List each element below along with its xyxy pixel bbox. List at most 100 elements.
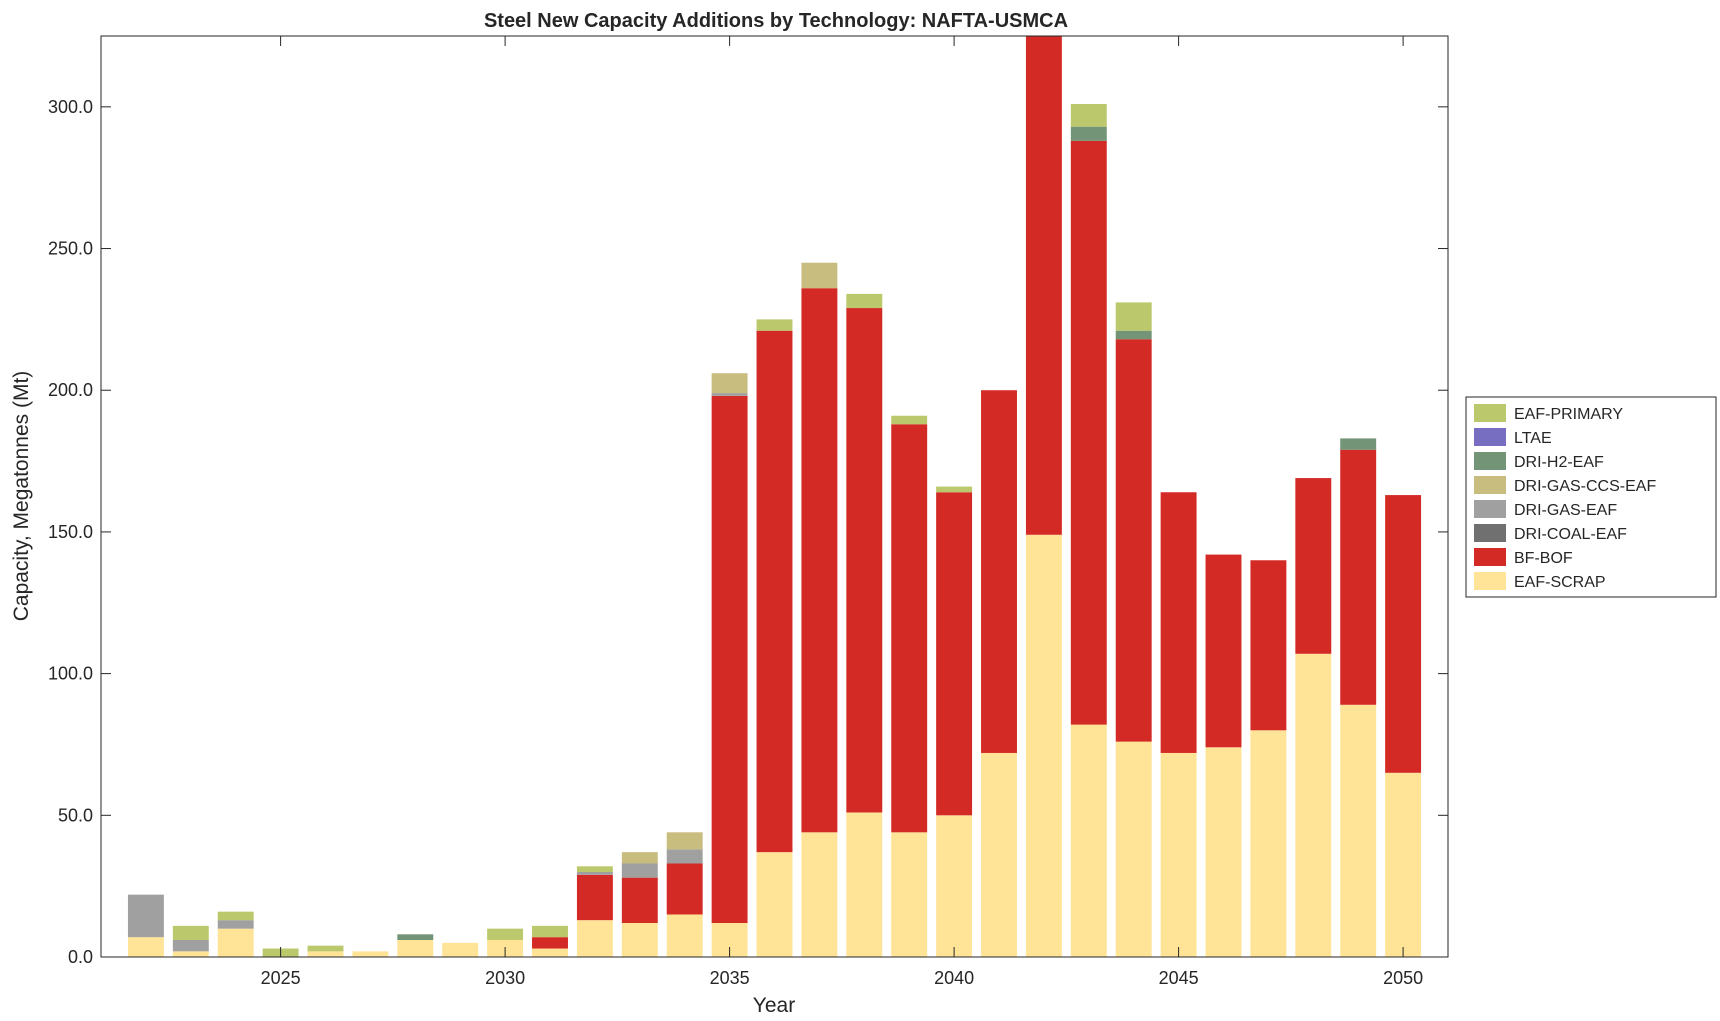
legend-swatch-dri-h2-eaf bbox=[1474, 452, 1506, 470]
legend-label-eaf-primary: EAF-PRIMARY bbox=[1514, 406, 1623, 423]
chart-title: Steel New Capacity Additions by Technolo… bbox=[484, 10, 1068, 32]
bar-segment-eaf-scrap-2044 bbox=[1115, 741, 1152, 957]
bar-segment-bf-bof-2035 bbox=[711, 395, 748, 923]
bar-segment-eaf-scrap-2027 bbox=[352, 951, 389, 957]
bar-segment-dri-gas-eaf-2035 bbox=[711, 393, 748, 396]
bar-segment-eaf-primary-2038 bbox=[846, 293, 883, 309]
bar-segment-dri-gas-ccs-eaf-2034 bbox=[666, 832, 703, 850]
bar-segment-eaf-primary-2039 bbox=[891, 415, 928, 425]
bar-segment-eaf-scrap-2034 bbox=[666, 914, 703, 957]
legend-label-ltae: LTAE bbox=[1514, 430, 1552, 447]
x-tick-label: 2035 bbox=[710, 968, 750, 988]
bar-segment-dri-h2-eaf-2044 bbox=[1115, 330, 1152, 340]
bar-segment-eaf-primary-2024 bbox=[217, 911, 254, 921]
legend-label-eaf-scrap: EAF-SCRAP bbox=[1514, 574, 1606, 591]
legend-swatch-ltae bbox=[1474, 428, 1506, 446]
bar-segment-eaf-scrap-2028 bbox=[397, 940, 434, 957]
x-tick-label: 2050 bbox=[1383, 968, 1423, 988]
legend-label-dri-gas-eaf: DRI-GAS-EAF bbox=[1514, 502, 1617, 519]
bar-segment-eaf-primary-2036 bbox=[756, 319, 793, 331]
bar-segment-bf-bof-2037 bbox=[801, 288, 838, 833]
bar-segment-eaf-scrap-2050 bbox=[1385, 772, 1422, 957]
axis-ticks: 2025 2030 2035 2040 2045 2050 0.0 50.0 100.0 150.… bbox=[48, 36, 1448, 988]
legend-swatch-bf-bof bbox=[1474, 548, 1506, 566]
legend-label-dri-gas-ccs-eaf: DRI-GAS-CCS-EAF bbox=[1514, 478, 1656, 495]
bar-segment-eaf-scrap-2031 bbox=[532, 948, 568, 957]
bar-segment-bf-bof-2041 bbox=[981, 390, 1017, 753]
bar-segment-eaf-scrap-2032 bbox=[576, 920, 613, 957]
x-axis-label: Year bbox=[753, 994, 795, 1017]
bar-segment-dri-gas-eaf-2024 bbox=[217, 920, 254, 929]
bar-segment-dri-h2-eaf-2028 bbox=[397, 934, 434, 940]
legend-swatch-dri-gas-ccs-eaf bbox=[1474, 476, 1506, 494]
bar-segment-eaf-scrap-2038 bbox=[846, 812, 883, 957]
bar-segment-bf-bof-2045 bbox=[1160, 492, 1197, 753]
bar-segment-bf-bof-2044 bbox=[1115, 339, 1152, 742]
bar-segment-eaf-scrap-2041 bbox=[981, 752, 1017, 957]
bar-segment-eaf-scrap-2037 bbox=[801, 832, 838, 957]
bar-segment-eaf-primary-2030 bbox=[487, 928, 524, 940]
bar-segment-eaf-primary-2044 bbox=[1115, 302, 1152, 331]
legend-swatch-eaf-primary bbox=[1474, 404, 1506, 422]
y-tick-label: 0.0 bbox=[68, 947, 93, 967]
bar-segment-eaf-scrap-2023 bbox=[172, 951, 209, 957]
bar-segment-eaf-scrap-2036 bbox=[756, 852, 793, 957]
bar-group bbox=[127, 36, 1422, 957]
x-tick-label: 2025 bbox=[261, 968, 301, 988]
bar-segment-bf-bof-2042 bbox=[1025, 36, 1062, 535]
bar-segment-dri-h2-eaf-2049 bbox=[1340, 438, 1377, 450]
legend-swatch-dri-coal-eaf bbox=[1474, 524, 1506, 542]
y-tick-label: 300.0 bbox=[48, 97, 93, 117]
legend: EAF-PRIMARY LTAE DRI-H2-EAF DRI-GAS-CCS-EAF… bbox=[1465, 396, 1717, 598]
x-tick-label: 2045 bbox=[1159, 968, 1199, 988]
bar-segment-eaf-scrap-2049 bbox=[1340, 704, 1377, 957]
bar-segment-eaf-scrap-2048 bbox=[1295, 653, 1332, 957]
bar-segment-eaf-scrap-2033 bbox=[621, 922, 658, 957]
bar-segment-bf-bof-2033 bbox=[621, 877, 658, 923]
bar-segment-eaf-primary-2023 bbox=[172, 925, 209, 940]
legend-label-dri-coal-eaf: DRI-COAL-EAF bbox=[1514, 526, 1627, 543]
y-tick-label: 150.0 bbox=[48, 522, 93, 542]
bar-segment-dri-gas-eaf-2034 bbox=[666, 849, 703, 864]
y-tick-label: 250.0 bbox=[48, 239, 93, 259]
bar-segment-eaf-scrap-2029 bbox=[442, 942, 479, 957]
legend-swatch-dri-gas-eaf bbox=[1474, 500, 1506, 518]
bar-segment-eaf-primary-2032 bbox=[576, 866, 613, 872]
bar-segment-bf-bof-2040 bbox=[936, 492, 973, 816]
bar-segment-eaf-primary-2040 bbox=[936, 486, 973, 493]
bar-segment-eaf-scrap-2026 bbox=[307, 951, 344, 957]
bar-segment-eaf-primary-2026 bbox=[307, 945, 344, 952]
bar-segment-bf-bof-2036 bbox=[756, 330, 793, 853]
bar-segment-bf-bof-2038 bbox=[846, 308, 883, 813]
bar-segment-bf-bof-2050 bbox=[1385, 495, 1422, 773]
bar-segment-dri-gas-ccs-eaf-2035 bbox=[711, 373, 748, 394]
bar-segment-bf-bof-2031 bbox=[532, 937, 568, 949]
legend-label-dri-h2-eaf: DRI-H2-EAF bbox=[1514, 454, 1604, 471]
x-tick-label: 2030 bbox=[485, 968, 525, 988]
bar-segment-bf-bof-2048 bbox=[1295, 478, 1332, 654]
bar-segment-eaf-scrap-2045 bbox=[1160, 752, 1197, 957]
bar-segment-eaf-primary-2043 bbox=[1070, 104, 1107, 127]
y-tick-label: 50.0 bbox=[58, 805, 93, 825]
bar-segment-bf-bof-2049 bbox=[1340, 449, 1377, 705]
bar-segment-eaf-scrap-2024 bbox=[217, 928, 254, 957]
legend-label-bf-bof: BF-BOF bbox=[1514, 550, 1573, 567]
bar-segment-eaf-scrap-2042 bbox=[1025, 534, 1062, 957]
bar-segment-dri-gas-eaf-2023 bbox=[172, 940, 209, 952]
bar-segment-bf-bof-2039 bbox=[891, 424, 928, 833]
y-tick-label: 200.0 bbox=[48, 380, 93, 400]
legend-box bbox=[1465, 396, 1717, 598]
y-tick-label: 100.0 bbox=[48, 664, 93, 684]
bar-segment-bf-bof-2047 bbox=[1250, 560, 1287, 731]
bar-segment-eaf-scrap-2022 bbox=[127, 937, 164, 957]
bar-segment-dri-gas-ccs-eaf-2033 bbox=[621, 852, 658, 864]
y-axis-label: Capacity, Megatonnes (Mt) bbox=[10, 371, 33, 622]
bar-segment-bf-bof-2046 bbox=[1205, 554, 1242, 748]
bar-segment-eaf-scrap-2040 bbox=[936, 815, 973, 957]
bar-segment-eaf-scrap-2047 bbox=[1250, 730, 1287, 957]
bar-segment-bf-bof-2043 bbox=[1070, 140, 1107, 725]
bar-segment-eaf-scrap-2043 bbox=[1070, 724, 1107, 957]
bar-segment-dri-gas-eaf-2033 bbox=[621, 863, 658, 878]
bar-segment-dri-gas-eaf-2022 bbox=[127, 894, 164, 938]
